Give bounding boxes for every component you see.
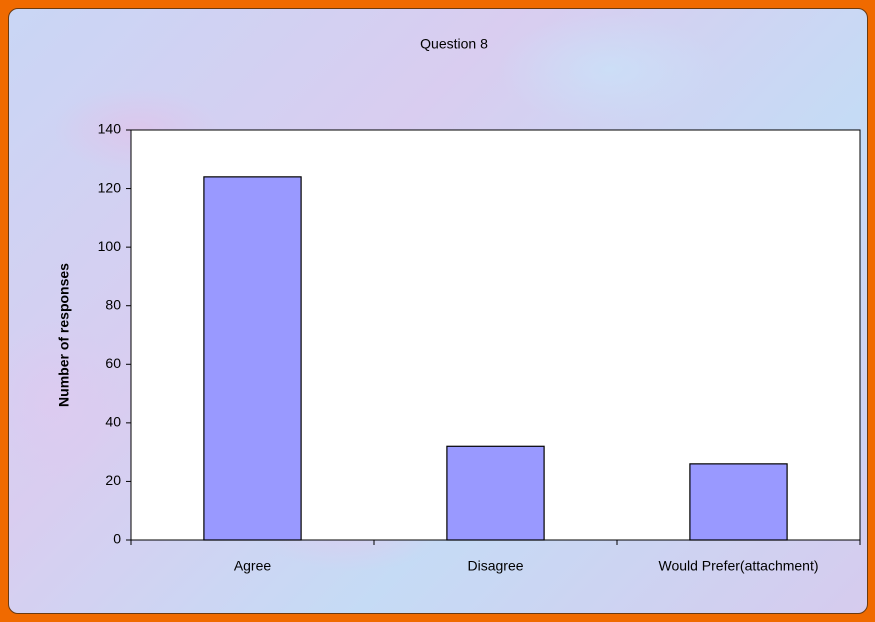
y-tick-label: 20 (105, 472, 121, 488)
y-tick-label: 0 (113, 531, 121, 547)
bar (689, 463, 788, 541)
chart-title: Question 8 (420, 36, 488, 52)
x-tick-label: Would Prefer(attachment) (658, 558, 818, 574)
y-axis-label: Number of responses (56, 263, 72, 407)
y-tick-label: 100 (98, 238, 122, 254)
y-tick-label: 120 (98, 179, 122, 195)
y-tick-label: 40 (105, 414, 121, 430)
x-tick-label: Disagree (467, 558, 523, 574)
bar (203, 176, 302, 541)
y-tick-label: 140 (98, 121, 122, 137)
bar (446, 445, 545, 541)
y-tick-label: 80 (105, 296, 121, 312)
x-tick-label: Agree (234, 558, 272, 574)
y-tick-label: 60 (105, 355, 121, 371)
